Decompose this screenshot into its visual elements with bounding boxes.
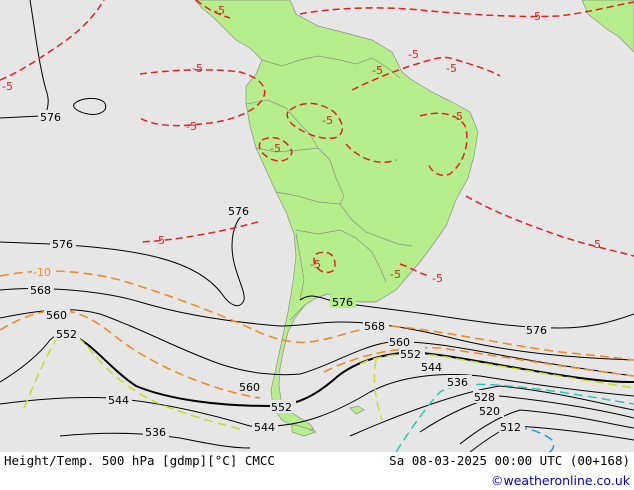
map-valid-time: Sa 08-03-2025 00:00 UTC (00+168) xyxy=(389,453,630,468)
temp-label-minus5-12: -5 xyxy=(590,238,601,251)
temp-label-minus5-8: -5 xyxy=(408,48,419,61)
south-america-landmass xyxy=(194,0,479,431)
africa-corner-landmass xyxy=(581,0,634,53)
temp-label-minus5-6: -5 xyxy=(270,142,281,155)
height-contour-576-east xyxy=(299,295,634,329)
height-contour-520 xyxy=(459,409,634,445)
height-contour-576-loop xyxy=(73,97,107,115)
temperature-labels: -5 -5 -5 -5 -5 -5 -5 -5 -5 -5 -5 -5 -5 -… xyxy=(2,4,601,285)
height-label-576-b: 576 xyxy=(52,238,73,251)
height-contour-568 xyxy=(0,288,634,361)
map-title: Height/Temp. 500 hPa [gdmp][°C] CMCC xyxy=(4,453,275,468)
temp-label-minus5-13: -5 xyxy=(310,258,321,271)
height-label-536-b: 536 xyxy=(447,376,468,389)
temp-label-minus5-10: -5 xyxy=(530,10,541,23)
temp-label-minus5-11: -5 xyxy=(452,110,463,123)
temp-label-minus5-9: -5 xyxy=(446,62,457,75)
height-label-536-a: 536 xyxy=(145,426,166,439)
falkland-islands xyxy=(349,405,365,415)
height-label-544-c: 544 xyxy=(421,361,442,374)
height-label-560-c: 560 xyxy=(389,336,410,349)
height-contour-560 xyxy=(0,309,634,377)
height-label-544-b: 544 xyxy=(254,421,275,434)
height-contour-576-west xyxy=(0,0,49,119)
temp-label-minus5-16: -5 xyxy=(372,64,383,77)
height-label-520: 520 xyxy=(479,405,500,418)
temp-label-minus5-5: -5 xyxy=(154,234,165,247)
height-label-568-b: 568 xyxy=(364,320,385,333)
temp-label-minus5-2: -5 xyxy=(214,4,225,17)
height-labels: 576 576 576 576 576 568 568 560 560 560 … xyxy=(28,110,551,439)
temp-contours-minus15 xyxy=(23,334,634,431)
temp-contours-minus10 xyxy=(0,270,634,399)
map-canvas: 576 576 576 576 576 568 568 560 560 560 … xyxy=(0,0,634,453)
height-label-552-b: 552 xyxy=(271,401,292,414)
height-label-552-c: 552 xyxy=(400,348,421,361)
height-label-568-a: 568 xyxy=(30,284,51,297)
map-footer: Height/Temp. 500 hPa [gdmp][°C] CMCC Sa … xyxy=(0,452,634,490)
height-contour-576-central xyxy=(0,211,249,307)
height-label-576-e: 576 xyxy=(526,324,547,337)
height-label-528: 528 xyxy=(474,391,495,404)
temp-label-minus5-4: -5 xyxy=(186,120,197,133)
temp-label-minus5-3: -5 xyxy=(192,62,203,75)
height-label-560-a: 560 xyxy=(46,309,67,322)
height-label-552-a: 552 xyxy=(56,328,77,341)
country-borders xyxy=(245,55,413,321)
height-label-576-c: 576 xyxy=(228,205,249,218)
temp-label-minus5-15: -5 xyxy=(390,268,401,281)
height-label-576-d: 576 xyxy=(332,296,353,309)
height-label-544-a: 544 xyxy=(108,394,129,407)
height-label-512: 512 xyxy=(500,421,521,434)
height-label-560-b: 560 xyxy=(239,381,260,394)
credit-link[interactable]: ©weatheronline.co.uk xyxy=(491,473,630,488)
temp-contours-minus5 xyxy=(0,0,634,277)
tierra-del-fuego xyxy=(291,423,318,437)
height-label-576-a: 576 xyxy=(40,111,61,124)
height-contour-528 xyxy=(419,395,634,433)
temp-label-minus5-1: -5 xyxy=(2,80,13,93)
temp-label-minus5-7: -5 xyxy=(322,114,333,127)
temp-contours-minus20 xyxy=(395,383,634,453)
height-contours xyxy=(0,0,634,453)
temp-label-minus5-14: -5 xyxy=(432,272,443,285)
height-contour-536 xyxy=(59,385,634,449)
height-contour-552 xyxy=(77,337,634,408)
height-contour-544 xyxy=(0,374,634,428)
temp-label-minus10: -10 xyxy=(33,266,51,279)
